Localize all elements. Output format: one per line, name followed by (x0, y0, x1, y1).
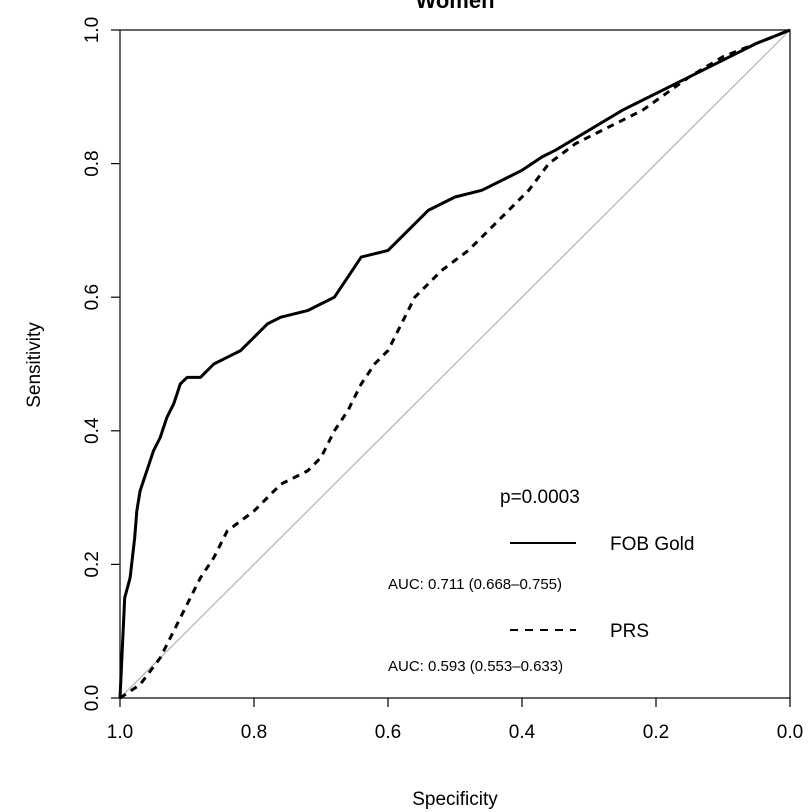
y-tick-label: 1.0 (82, 17, 103, 43)
y-tick-label: 0.4 (82, 417, 103, 444)
y-axis-label: Sensitivity (24, 322, 45, 408)
auc-label-fob-gold: AUC: 0.711 (0.668–0.755) (388, 576, 562, 593)
legend-label-fob-gold: FOB Gold (610, 534, 694, 555)
x-tick-label: 0.8 (241, 722, 267, 743)
auc-label-prs: AUC: 0.593 (0.553–0.633) (388, 658, 563, 675)
y-tick-label: 0.8 (82, 150, 103, 176)
x-tick-label: 0.4 (509, 722, 536, 743)
x-axis-label: Specificity (412, 789, 498, 810)
x-tick-label: 1.0 (107, 722, 133, 743)
p-value-label: p=0.0003 (500, 487, 580, 508)
chart-title: Women (415, 0, 494, 13)
x-tick-label: 0.0 (777, 722, 803, 743)
roc-curve-prs (119, 28, 791, 700)
y-tick-label: 0.6 (82, 284, 103, 310)
legend-label-prs: PRS (610, 621, 649, 642)
x-tick-label: 0.6 (375, 722, 401, 743)
y-tick-label: 0.2 (82, 551, 103, 577)
plot-frame (119, 29, 791, 699)
reference-line (119, 29, 791, 699)
x-tick-label: 0.2 (643, 722, 669, 743)
y-tick-label: 0.0 (82, 685, 103, 711)
roc-curve-fob-gold (118, 28, 791, 699)
plot-area: 1.0 0.8 0.6 0.4 0.2 0.0 0.0 0.2 0.4 0.6 0.8 1.0 (82, 17, 803, 743)
